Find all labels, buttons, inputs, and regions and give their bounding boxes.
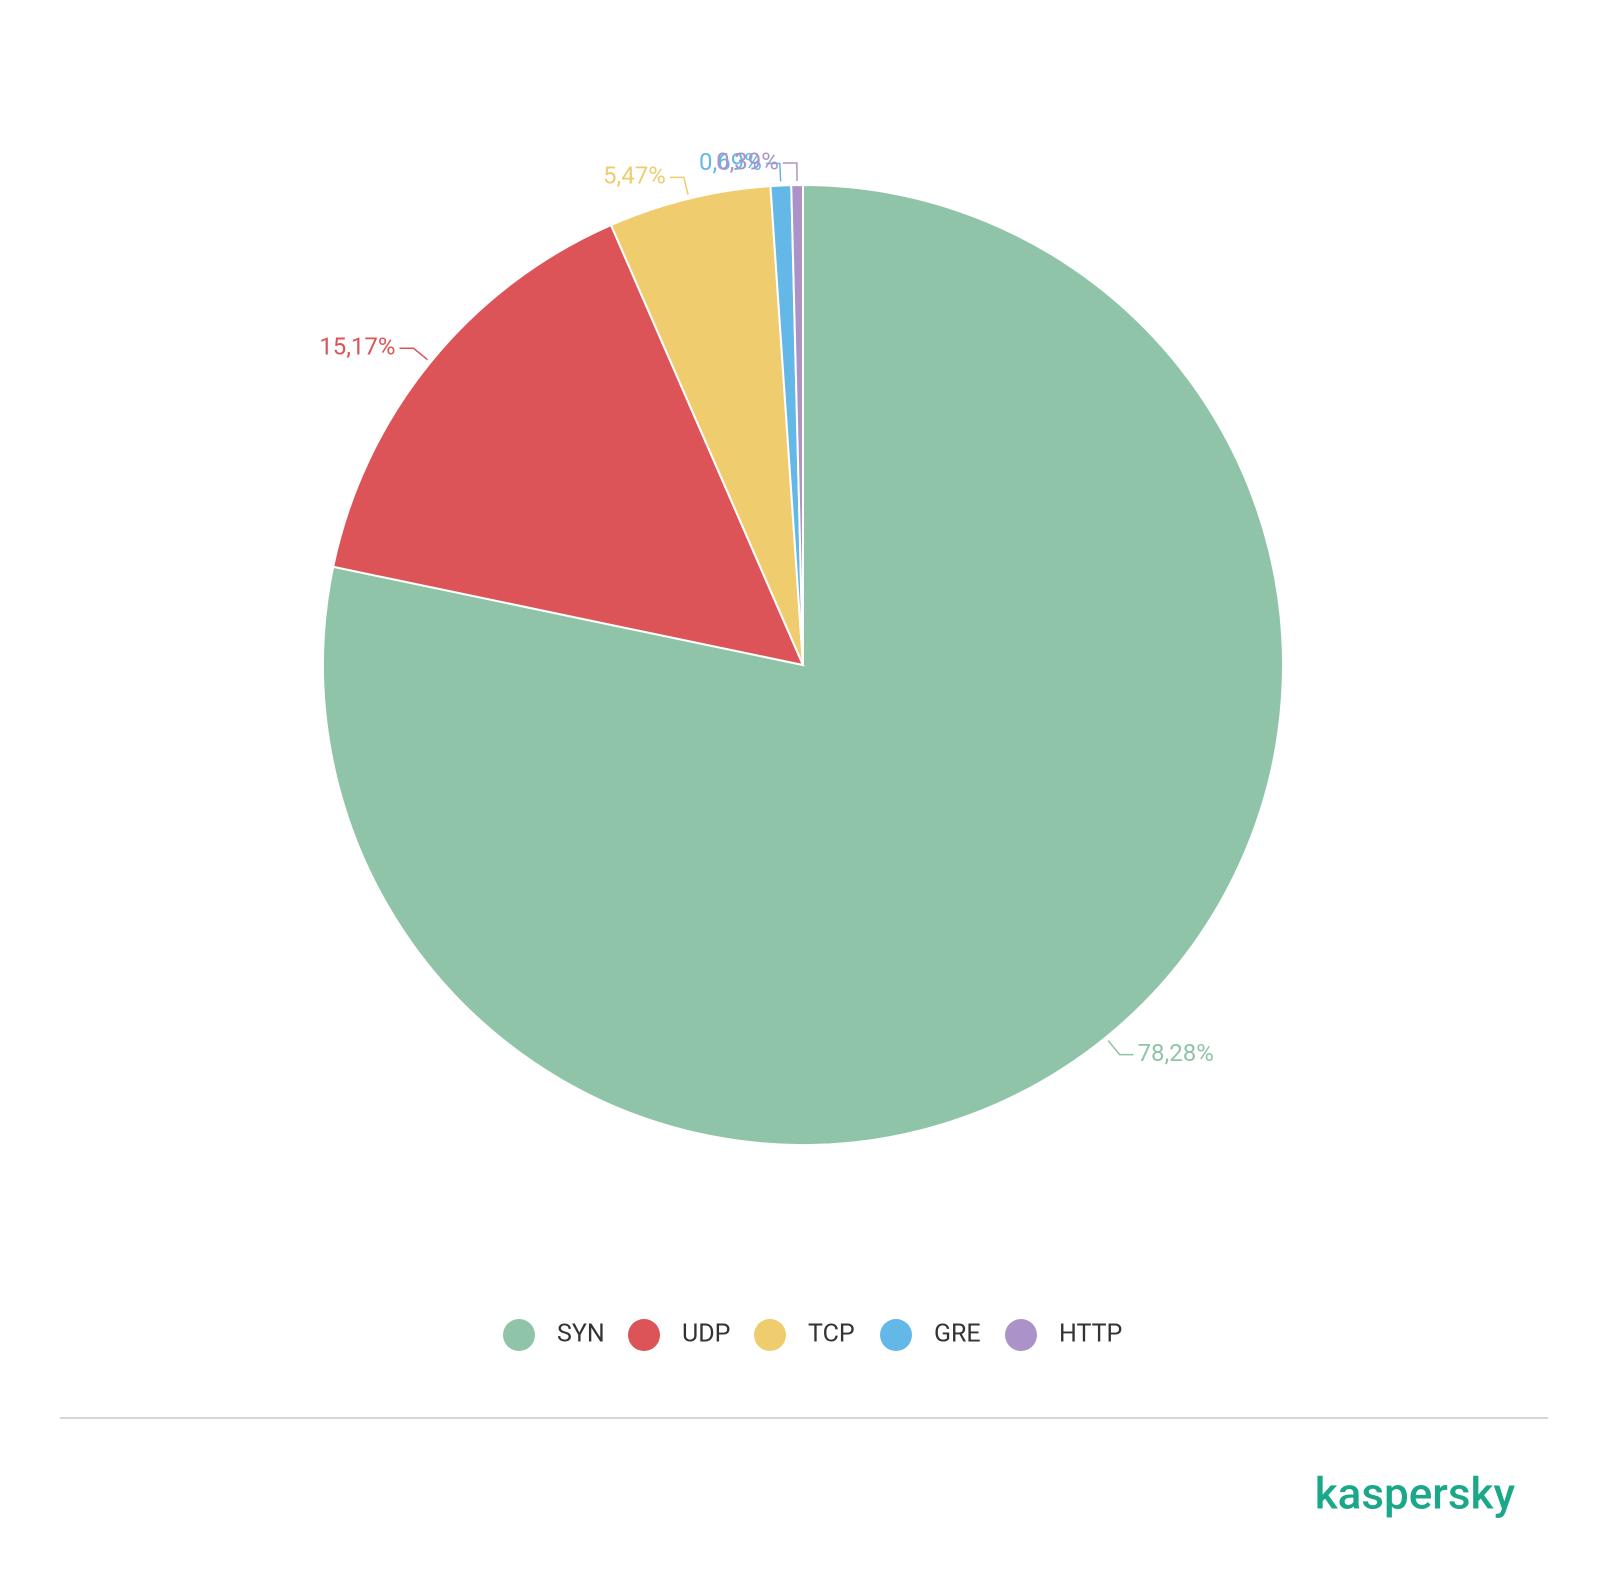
legend-swatch (503, 1319, 535, 1351)
leader-line (765, 162, 782, 182)
leader-line (782, 162, 798, 182)
data-label: 5,47% (603, 162, 666, 190)
pie-slice (609, 185, 804, 666)
pie-slice (790, 183, 804, 666)
leader-line (1107, 1040, 1134, 1056)
legend-swatch (1005, 1319, 1037, 1351)
leader-line (399, 347, 428, 361)
legend-swatch (628, 1319, 660, 1351)
legend-label: HTTP (1059, 1320, 1122, 1349)
legend-swatch (754, 1319, 786, 1351)
pie-slice (331, 223, 805, 667)
data-label: 15,17% (319, 333, 395, 361)
data-label: 0,39% (716, 147, 779, 175)
legend-swatch (880, 1319, 912, 1351)
legend-label: TCP (808, 1320, 855, 1349)
leader-line (669, 176, 689, 196)
legend-label: GRE (934, 1320, 981, 1349)
legend-label: UDP (682, 1320, 730, 1349)
legend-label: SYN (557, 1320, 605, 1349)
logo: kaspersky (1315, 1468, 1516, 1520)
data-label: 0,69% (699, 148, 762, 176)
data-label: 78,28% (1138, 1039, 1214, 1067)
